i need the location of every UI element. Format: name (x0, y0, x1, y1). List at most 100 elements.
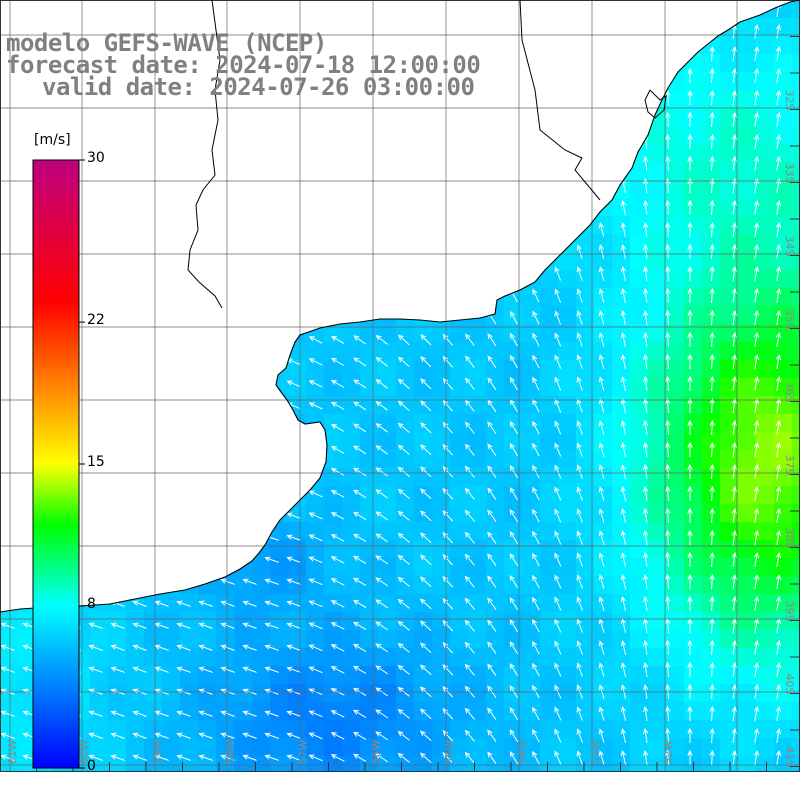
wind-arrow (487, 355, 497, 369)
wind-arrow (643, 265, 649, 281)
wind-arrow (176, 732, 191, 739)
speed-cell (594, 648, 613, 667)
speed-cell (288, 234, 307, 253)
speed-cell (594, 108, 613, 127)
speed-cell (306, 0, 325, 19)
wind-arrow (753, 133, 760, 149)
speed-cell (684, 648, 703, 667)
speed-cell (108, 396, 127, 415)
speed-cell (288, 270, 307, 289)
wind-arrow (198, 710, 213, 717)
speed-cell (414, 720, 433, 739)
wind-arrow (731, 705, 737, 721)
wind-arrow (509, 465, 519, 479)
speed-cell (162, 540, 181, 559)
speed-cell (756, 396, 775, 415)
lat-label: 39S (783, 601, 796, 622)
speed-cell (396, 162, 415, 181)
speed-cell (666, 432, 685, 451)
speed-cell (306, 234, 325, 253)
speed-cell (180, 594, 199, 613)
wind-arrow (731, 199, 737, 215)
wind-arrow (532, 464, 540, 479)
speed-cell (0, 180, 19, 199)
speed-cell (162, 234, 181, 253)
speed-cell (162, 306, 181, 325)
wind-arrow (775, 661, 782, 677)
speed-cell (738, 576, 757, 595)
wind-arrow (731, 397, 737, 413)
wind-arrow (397, 730, 410, 741)
speed-cell (90, 432, 109, 451)
speed-cell (702, 144, 721, 163)
speed-cell (252, 108, 271, 127)
wind-arrow (420, 334, 432, 346)
speed-cell (648, 144, 667, 163)
speed-cell (468, 162, 487, 181)
speed-cell (72, 108, 91, 127)
wind-arrow (353, 731, 367, 741)
speed-cell (756, 36, 775, 55)
speed-cell (522, 522, 541, 541)
speed-cell (180, 450, 199, 469)
wind-arrow (330, 401, 345, 410)
speed-cell (612, 342, 631, 361)
wind-arrow (532, 750, 540, 765)
lat-label: 40S (783, 674, 796, 695)
speed-cell (288, 738, 307, 757)
wind-arrow (709, 441, 715, 458)
wind-arrow (242, 666, 257, 673)
wind-arrow (643, 507, 649, 523)
speed-cell (396, 648, 415, 667)
wind-arrow (598, 332, 605, 347)
speed-cell (522, 18, 541, 37)
wind-arrow (576, 442, 583, 457)
speed-cell (0, 684, 19, 703)
speed-cell (342, 612, 361, 631)
speed-cell (720, 108, 739, 127)
speed-cell (630, 252, 649, 271)
speed-cell (576, 594, 595, 613)
speed-cell (90, 216, 109, 235)
wind-arrow (576, 310, 583, 325)
speed-cell (648, 468, 667, 487)
speed-cell (252, 504, 271, 523)
speed-cell (594, 630, 613, 649)
speed-cell (198, 144, 217, 163)
wind-arrow (665, 529, 671, 546)
wind-arrow (442, 443, 454, 456)
speed-cell (18, 648, 37, 667)
wind-arrow (753, 639, 760, 655)
speed-cell (738, 54, 757, 73)
speed-cell (594, 36, 613, 55)
speed-cell (702, 324, 721, 343)
wind-arrow (375, 335, 388, 345)
speed-cell (0, 360, 19, 379)
speed-cell (666, 198, 685, 217)
speed-cell (126, 198, 145, 217)
speed-cell (378, 360, 397, 379)
speed-cell (270, 360, 289, 379)
wind-arrow (576, 288, 583, 303)
speed-cell (126, 738, 145, 757)
wind-arrow (687, 441, 693, 457)
speed-cell (792, 324, 800, 343)
speed-cell (90, 612, 109, 631)
speed-cell (792, 630, 800, 649)
wind-arrow (753, 661, 760, 677)
speed-cell (234, 270, 253, 289)
speed-cell (288, 576, 307, 595)
speed-cell (612, 720, 631, 739)
speed-cell (504, 324, 523, 343)
speed-cell (774, 720, 793, 739)
wind-arrow (220, 578, 235, 585)
speed-cell (432, 270, 451, 289)
speed-cell (198, 612, 217, 631)
speed-cell (576, 414, 595, 433)
wind-arrow (643, 595, 649, 611)
wind-arrow (487, 531, 497, 544)
speed-cell (396, 306, 415, 325)
speed-cell (198, 486, 217, 505)
wind-arrow (775, 177, 782, 193)
wind-arrow (331, 335, 345, 345)
